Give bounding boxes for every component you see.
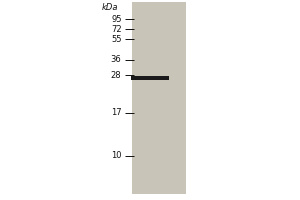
Text: 55: 55 <box>111 34 122 44</box>
Text: 95: 95 <box>111 15 122 23</box>
Text: 72: 72 <box>111 24 122 33</box>
FancyBboxPatch shape <box>130 76 170 80</box>
Text: 28: 28 <box>111 71 122 79</box>
Text: 17: 17 <box>111 108 122 117</box>
Text: 36: 36 <box>111 55 122 64</box>
FancyBboxPatch shape <box>132 2 186 194</box>
Text: 10: 10 <box>111 152 122 160</box>
Text: kDa: kDa <box>102 3 119 12</box>
